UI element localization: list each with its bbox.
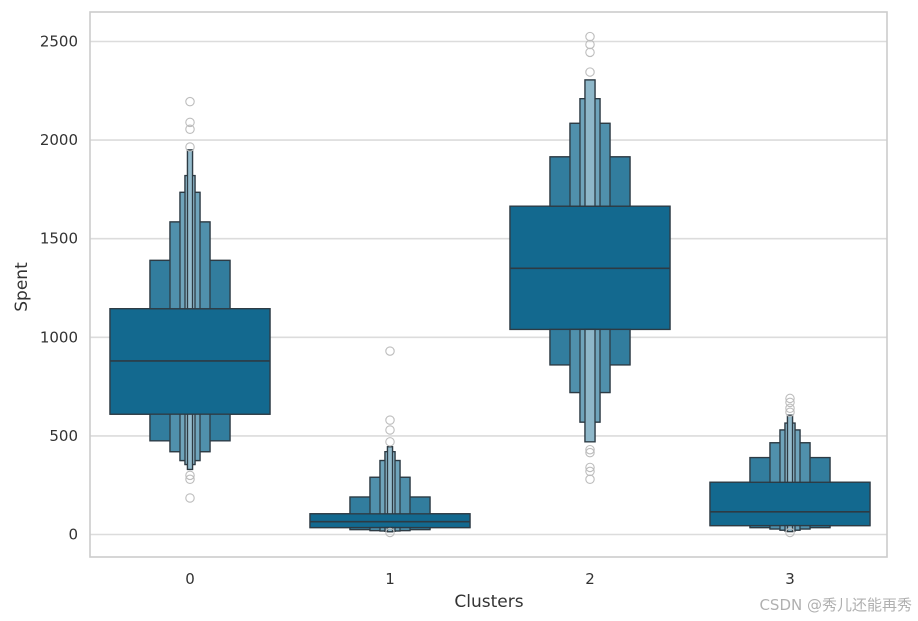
outlier-point [785,397,795,408]
outlier-point [185,470,195,481]
y-tick-label: 2000 [40,131,78,149]
outlier-point [785,403,795,414]
outlier-point [785,393,795,404]
x-axis-title: Clusters [454,592,523,612]
y-tick-label: 1000 [40,328,78,346]
outlier-point [585,31,595,42]
boxen-level-lower [386,526,394,533]
outlier-point [385,415,395,425]
y-tick-label: 500 [49,427,78,445]
boxen-level-upper [386,446,394,515]
boxen-level-upper [786,414,794,483]
outlier-point [585,462,595,473]
boxen-group-2 [509,31,671,485]
boxen-core-box [709,481,871,527]
outlier-point [785,527,795,538]
boxen-group-1 [309,346,471,538]
x-tick-labels: 0 1 2 3 [185,570,795,588]
y-tick-label: 2500 [40,33,78,51]
x-tick-label: 2 [585,570,595,588]
outlier-point [585,47,595,58]
boxen-core-box [309,513,471,529]
y-tick-label: 1500 [40,230,78,248]
y-tick-label: 0 [68,526,78,544]
outlier-point [185,142,195,152]
outlier-point [385,425,395,435]
plot-frame [89,11,888,558]
y-tick-labels: 0 500 1000 1500 2000 2500 [40,33,78,544]
outlier-point [585,67,595,77]
boxen-level-lower [584,328,596,443]
x-tick-label: 0 [185,570,195,588]
watermark: CSDN @秀儿还能再秀 [759,596,912,614]
outlier-point [585,444,595,455]
outlier-point [385,437,395,447]
outlier-point [185,493,195,503]
outlier-point [385,527,395,538]
boxen-group-3 [709,393,871,538]
outlier-point [185,96,195,107]
outlier-point [585,447,595,458]
outlier-point [185,117,195,128]
boxes [109,31,871,538]
outlier-point [185,474,195,485]
outlier-point [585,474,595,485]
outlier-point [785,407,795,417]
outlier-point [185,124,195,135]
x-tick-label: 1 [385,570,395,588]
outlier-point [385,346,395,356]
x-tick-label: 3 [785,570,795,588]
boxen-level-upper [186,149,194,310]
boxen-group-0 [109,96,271,503]
boxen-level-lower [186,413,194,471]
y-axis-title: Spent [12,262,32,312]
boxen-level-upper [584,79,596,207]
